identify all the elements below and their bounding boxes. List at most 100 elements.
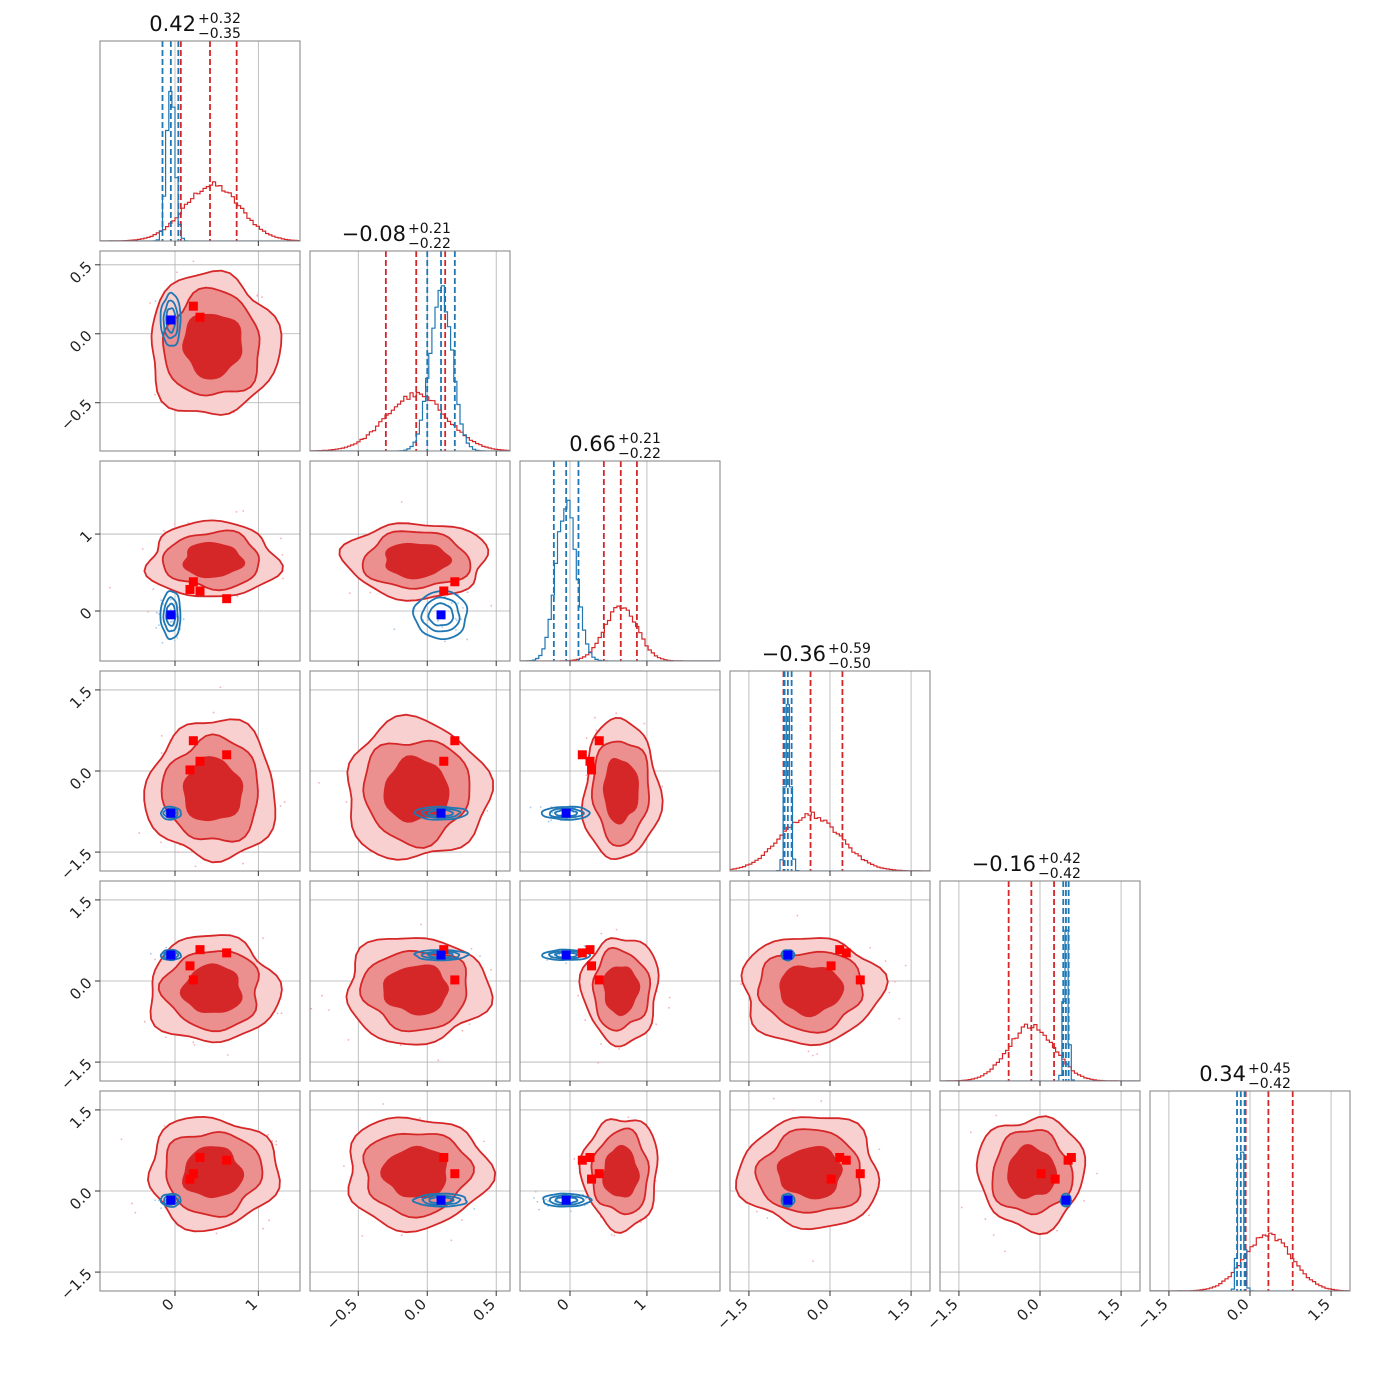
sample-point-red xyxy=(584,1019,587,1021)
panel-content-5-5 xyxy=(1150,1091,1350,1291)
truth-marker-red xyxy=(577,750,587,760)
sample-point-red xyxy=(177,851,180,854)
sample-point-blue xyxy=(455,619,458,622)
panel-content-3-3 xyxy=(730,671,930,871)
sample-point-blue xyxy=(427,619,429,622)
truth-marker-red xyxy=(195,756,205,766)
panel-frame xyxy=(99,40,301,242)
y-tick-label: 0.0 xyxy=(66,764,96,794)
sample-point-red xyxy=(796,914,799,917)
sample-point-red xyxy=(160,752,163,754)
panel-4-2 xyxy=(519,880,721,1086)
sample-point-red xyxy=(868,1214,870,1217)
sample-point-blue xyxy=(149,952,152,955)
sample-point-red xyxy=(236,595,239,598)
sample-point-red xyxy=(613,1234,616,1237)
truth-marker-red xyxy=(439,945,449,955)
truth-marker-red xyxy=(514,594,523,603)
sample-point-red xyxy=(1004,1250,1006,1253)
truth-marker-blue xyxy=(561,950,571,960)
sample-point-red xyxy=(585,737,588,740)
y-tick-label: 1.5 xyxy=(66,893,96,923)
panel-title-minus: −0.50 xyxy=(828,656,871,672)
sample-point-red xyxy=(755,1210,758,1213)
panel-content-5-0 xyxy=(100,1091,300,1291)
truth-marker-blue xyxy=(783,950,793,960)
sample-point-red xyxy=(869,946,871,949)
panel-title-plus: +0.59 xyxy=(828,641,871,657)
sample-point-blue xyxy=(437,619,440,622)
x-tick-label: 0.0 xyxy=(1223,1295,1253,1325)
truth-marker-red xyxy=(188,577,198,587)
truth-marker-red xyxy=(835,945,845,955)
truth-marker-red xyxy=(450,975,460,985)
y-tick-label: −0.5 xyxy=(57,396,95,434)
truth-marker-red xyxy=(594,736,604,746)
panel-1-1: −0.08 +0.21−0.22 xyxy=(309,221,511,456)
sample-point-red xyxy=(138,832,141,834)
panel-frame xyxy=(99,460,301,662)
x-tick-label: −1.5 xyxy=(1133,1295,1171,1333)
sample-point-red xyxy=(149,302,151,304)
y-tick-label: 1.5 xyxy=(66,1103,96,1133)
sample-point-red xyxy=(361,1234,364,1237)
truth-marker-red xyxy=(587,765,597,775)
panel-4-3 xyxy=(729,880,931,1086)
contour-blue-2 xyxy=(421,1194,462,1206)
panel-title-plus: +0.42 xyxy=(1038,851,1081,867)
sample-point-red xyxy=(275,1143,278,1146)
truth-marker-red xyxy=(450,736,460,746)
truth-marker-red xyxy=(585,945,595,955)
x-tick-label: 0 xyxy=(158,1295,177,1314)
truth-marker-blue xyxy=(436,950,446,960)
sample-point-red xyxy=(163,1125,166,1127)
y-tick-label: 0.0 xyxy=(66,327,96,357)
panel-content-4-4 xyxy=(940,881,1140,1081)
truth-marker-red xyxy=(222,238,231,247)
sample-point-red xyxy=(615,712,618,715)
sample-point-blue xyxy=(565,962,567,965)
truth-marker-blue xyxy=(561,808,571,818)
panel-4-1 xyxy=(309,880,511,1086)
sample-point-blue xyxy=(176,636,179,639)
sample-point-red xyxy=(321,994,323,997)
sample-point-blue xyxy=(169,621,172,624)
truth-marker-red xyxy=(855,1169,865,1179)
sample-point-red xyxy=(282,577,284,580)
sample-point-red xyxy=(280,1012,283,1015)
sample-point-blue xyxy=(546,959,549,961)
truth-marker-red xyxy=(587,1174,597,1184)
sample-point-blue xyxy=(558,953,561,956)
y-tick-label: 0.0 xyxy=(66,974,96,1004)
sample-point-blue xyxy=(155,611,158,614)
truth-marker-red xyxy=(594,975,604,985)
truth-marker-blue xyxy=(436,808,446,818)
truth-marker-blue xyxy=(166,315,176,325)
contour-blue-3 xyxy=(427,809,454,818)
sample-point-red xyxy=(468,1023,471,1026)
truth-marker-red xyxy=(585,1152,595,1162)
truth-marker-red xyxy=(841,948,851,958)
contour-blue-3 xyxy=(427,602,454,627)
sample-point-blue xyxy=(444,640,446,643)
x-tick-label: 0 xyxy=(553,1295,572,1314)
contour-blue-3 xyxy=(554,809,579,817)
sample-point-red xyxy=(347,1039,350,1041)
sample-point-blue xyxy=(551,811,554,814)
sample-point-red xyxy=(640,1221,642,1224)
panel-frame xyxy=(309,880,511,1082)
truth-marker-red xyxy=(1066,1152,1076,1162)
sample-point-red xyxy=(878,1148,881,1151)
sample-point-red xyxy=(766,1217,769,1219)
truth-marker-red xyxy=(439,586,449,596)
y-tick-label: −1.5 xyxy=(57,1265,95,1303)
contour-blue-2 xyxy=(162,299,179,340)
sample-point-red xyxy=(668,1006,670,1009)
truth-marker-red xyxy=(222,1155,232,1165)
panel-5-4: −1.5 0.0 1.5 xyxy=(923,1090,1141,1334)
contour-red-3 xyxy=(602,1144,640,1198)
sample-point-blue xyxy=(413,610,416,612)
x-tick-label: 0.0 xyxy=(1013,1295,1043,1325)
